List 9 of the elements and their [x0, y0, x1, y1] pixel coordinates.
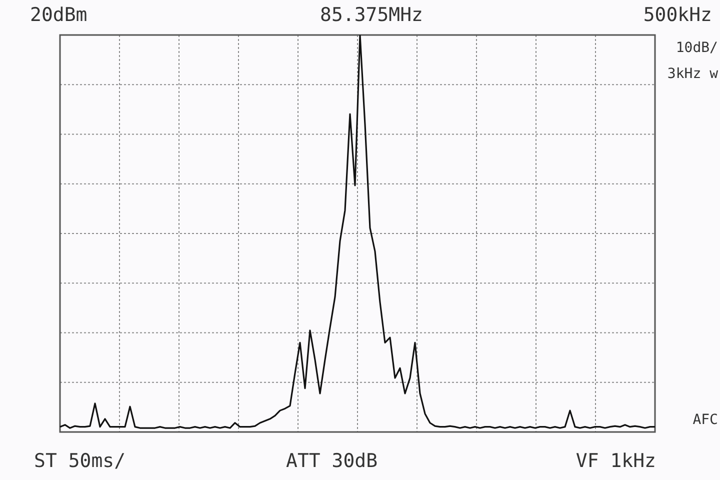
text: VF 1kHz [576, 450, 656, 472]
text: 10dB/ [676, 40, 718, 56]
text: ATT 30dB [286, 450, 378, 472]
text: ST 50ms/ [34, 450, 126, 472]
text: AFC [692, 412, 718, 428]
text: 85.375MHz [320, 4, 423, 26]
text: 3kHz w [667, 66, 718, 82]
text: 20dBm [30, 4, 88, 26]
text: 500kHz [643, 4, 712, 26]
